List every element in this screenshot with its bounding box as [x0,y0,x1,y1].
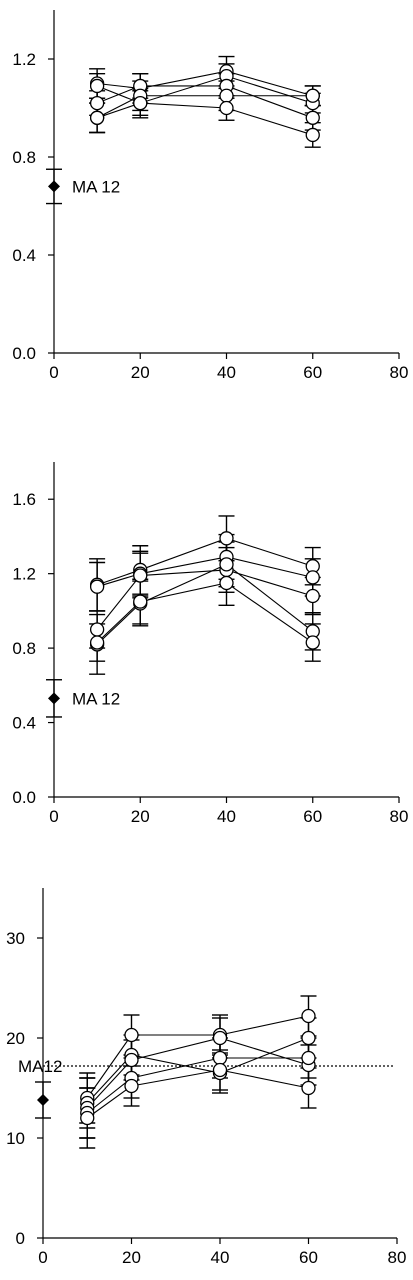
chart-3-series-5-point [301,1080,316,1096]
chart-3-series-3-point [212,1030,228,1046]
chart-3-series-4-line [86,1057,309,1114]
chart-1-series-3-point [305,110,320,125]
chart-1-series-2-line [96,75,313,104]
chart-3-series-3-line [86,1037,309,1109]
chart-3-y-tick-label: 30 [6,929,25,948]
chart-2-series-5-point [305,635,320,650]
chart-1-series-1-line [97,70,313,97]
chart-3-series-5-point [124,1078,139,1094]
chart-1-series-4-point [305,88,320,103]
chart-2-series-3-point [305,588,320,604]
chart-3-series-5-line [86,1069,309,1119]
chart-1-series-5-point [89,110,105,125]
chart-1-series-3-point [89,95,105,111]
chart-2-series-3-line [96,569,313,630]
chart-1-series-4-point [219,88,234,103]
chart-2-series-5-point [219,575,234,591]
chart-3-x-tick-label: 40 [211,1248,230,1267]
chart-2-reference-point [48,692,60,705]
chart-1-reference-point [48,180,60,193]
chart-2-series-4-line [96,563,314,645]
chart-1-x-tick-label: 20 [131,363,150,382]
chart-2-y-tick-label: 0.0 [12,788,36,807]
chart-2-series-3-point [133,568,148,583]
chart-1-reference-label: MA 12 [72,177,120,196]
chart-1-y-tick-label: 0.8 [12,148,36,167]
chart-3-series-5-point [80,1110,95,1126]
chart-2-series-5-point [133,594,148,609]
chart-3-y-tick-label: 10 [6,1129,25,1148]
chart-3-x-tick-label: 80 [388,1248,407,1267]
chart-3-series-1-line [86,1015,309,1099]
chart-1-x-tick-label: 0 [49,363,58,382]
chart-1-y-tick-label: 1.2 [12,50,36,69]
chart-3-y-tick-label: 20 [6,1029,25,1048]
chart-1-series-5-point [305,127,320,143]
chart-3-x-tick-label: 60 [299,1248,318,1267]
chart-3-series-4-point [301,1050,316,1066]
chart-2-y-tick-label: 1.2 [12,565,36,584]
chart-2-series-3-point [89,622,105,637]
chart-3-series-2-point [301,1030,316,1046]
chart-3-reference-point [37,1094,49,1106]
chart-1-series-5-line [96,102,313,136]
chart-3-reference-label: MA12 [18,1057,62,1076]
chart-2-y-tick-label: 0.8 [12,639,36,658]
chart-3-series-5-point [212,1062,228,1078]
chart-2-x-tick-label: 80 [390,807,409,826]
chart-2-series-2-line [96,556,313,588]
chart-1-series-5-point [219,100,234,116]
chart-2-x-tick-label: 60 [303,807,322,826]
chart-2-series-5-line [96,582,314,643]
chart-2-x-tick-label: 20 [131,807,150,826]
chart-2-y-tick-label: 0.4 [12,714,36,733]
chart-2-x-tick-label: 40 [217,807,236,826]
chart-1-x-tick-label: 80 [390,363,409,382]
chart-2-series-1-point [219,531,234,546]
chart-2-reference-label: MA 12 [72,689,120,708]
chart-2-series-2-point [305,570,320,585]
chart-2-y-tick-label: 1.6 [12,490,36,509]
chart-2-series-2-point [89,579,105,594]
chart-3-y-tick-label: 0 [16,1229,25,1248]
chart-1-series-4-line [96,95,313,119]
chart-2-series-1-line [96,537,313,586]
chart-3-x-tick-label: 0 [38,1248,47,1267]
chart-1-series-3-line [96,85,313,119]
chart-3-x-tick-label: 20 [122,1248,141,1267]
chart-1-x-tick-label: 40 [217,363,236,382]
chart-2-series-5-point [89,635,105,650]
chart-3-series-4-point [212,1050,228,1066]
chart-1-y-tick-label: 0.0 [12,344,36,363]
chart-3-series-1-point [124,1027,139,1043]
chart-3-series-3-point [124,1052,139,1068]
chart-2-x-tick-label: 0 [49,807,58,826]
chart-1-x-tick-label: 60 [303,363,322,382]
chart-3-series-1-point [301,1008,316,1024]
chart-1-series-5-point [133,95,148,111]
chart-2-series-4-point [219,557,234,572]
chart-3-series-2-line [86,1037,309,1104]
chart-1-series-2-point [89,78,105,94]
chart-1-y-tick-label: 0.4 [12,246,36,265]
